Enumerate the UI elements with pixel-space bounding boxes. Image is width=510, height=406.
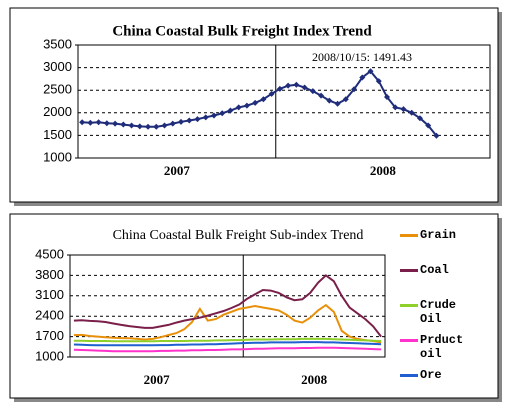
x-tick-label: 2007 [144,372,171,387]
y-tick-label: 4500 [35,246,64,261]
point-marker [260,96,267,103]
point-marker [276,85,283,92]
point-marker [367,68,374,75]
y-tick-label: 3500 [43,36,72,51]
y-tick-label: 1000 [35,348,64,363]
point-marker [153,123,160,130]
point-marker [342,96,349,103]
point-marker [408,109,415,116]
y-tick-label: 2000 [43,104,72,119]
y-tick-label: 2500 [43,82,72,97]
point-marker [293,81,300,88]
point-marker [285,82,292,89]
legend-label: Prduct oil [420,333,464,361]
point-marker [210,112,217,119]
point-marker [194,116,201,123]
y-tick-label: 3100 [35,287,64,302]
x-tick-label: 2008 [301,372,328,387]
series-line [73,303,382,344]
point-marker [416,115,423,122]
legend-swatch [400,234,418,237]
point-marker [219,110,226,117]
series-line [73,341,382,347]
y-tick-label: 3000 [43,59,72,74]
point-marker [268,90,275,97]
y-tick-label: 1500 [43,127,72,142]
point-marker [161,122,168,129]
point-marker [128,122,135,129]
point-marker [334,100,341,107]
point-marker [375,78,382,85]
point-marker [384,93,390,100]
point-marker [95,119,102,126]
point-marker [120,121,127,128]
series-line [73,346,382,353]
point-marker [243,102,250,109]
y-tick-label: 3800 [35,267,64,282]
series-line [73,274,382,338]
point-marker [359,74,366,81]
point-marker [235,104,242,111]
y-tick-label: 2400 [35,308,64,323]
point-marker [103,120,110,127]
point-marker [400,106,407,113]
point-marker [301,84,308,91]
x-tick-label: 2008 [370,163,397,178]
legend-label: Crude Oil [420,298,457,326]
legend-label: Ore [420,368,442,382]
series-line [73,337,382,343]
point-marker [145,123,152,130]
chart-title: China Coastal Bulk Freight Index Trend [112,23,372,39]
point-marker [178,118,184,125]
point-marker [79,119,86,126]
chart-title: China Coastal Bulk Freight Sub-index Tre… [113,228,364,243]
point-marker [425,122,432,129]
legend-label: Coal [420,263,449,277]
point-marker [136,123,143,130]
legend-swatch [400,339,418,342]
x-tick-label: 2007 [164,163,191,178]
point-marker [87,119,94,126]
point-marker [351,86,358,93]
point-marker [318,92,325,99]
point-marker [186,117,193,124]
legend-swatch [400,304,418,307]
annotation: 2008/10/15: 1491.43 [312,50,412,64]
legend-label: Grain [420,228,457,242]
legend-swatch [400,269,418,272]
point-marker [227,107,234,114]
point-marker [169,120,176,127]
point-marker [309,88,316,95]
y-tick-label: 1000 [43,149,72,164]
legend-swatch [400,374,418,377]
point-marker [252,99,259,106]
plot-area [77,44,491,159]
point-marker [326,97,333,104]
point-marker [433,132,440,139]
y-tick-label: 1700 [35,328,64,343]
point-marker [112,120,119,127]
point-marker [202,114,209,121]
point-marker [392,104,399,111]
